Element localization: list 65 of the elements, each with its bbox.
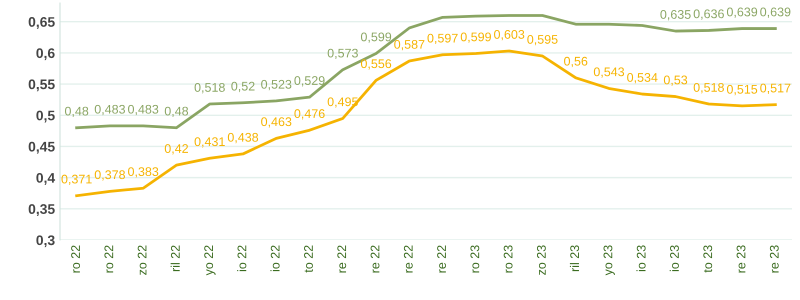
data-label: 0,476 bbox=[294, 109, 325, 120]
data-label: 0,518 bbox=[694, 82, 724, 94]
x-tick-label: ro 23 bbox=[504, 245, 513, 273]
data-label: 0,48 bbox=[64, 106, 88, 118]
data-label: 0,383 bbox=[128, 167, 158, 178]
data-label: 0,438 bbox=[228, 132, 258, 144]
data-label: 0,587 bbox=[394, 40, 424, 50]
data-label: 0,48 bbox=[164, 106, 188, 118]
x-tick-label: re 22 bbox=[404, 245, 413, 273]
data-label: 0,42 bbox=[164, 144, 188, 154]
data-label: 0,523 bbox=[261, 80, 292, 90]
data-label: 0,483 bbox=[128, 104, 158, 116]
data-label: 0,517 bbox=[760, 84, 790, 94]
x-tick-label: ro 23 bbox=[470, 245, 480, 273]
data-label: 0,603 bbox=[494, 30, 524, 40]
x-tick-label: to 23 bbox=[703, 245, 712, 272]
y-tick-label: 0,4 bbox=[36, 172, 56, 185]
x-tick-label: io 22 bbox=[237, 245, 246, 272]
data-label: 0,543 bbox=[594, 67, 624, 78]
data-label: 0,599 bbox=[460, 32, 491, 43]
data-label: 0,378 bbox=[94, 170, 126, 181]
y-tick-label: 0,5 bbox=[36, 110, 55, 122]
x-tick-label: re 22 bbox=[337, 245, 346, 273]
data-label: 0,556 bbox=[360, 59, 392, 70]
data-label: 0,53 bbox=[664, 76, 688, 86]
data-label: 0,483 bbox=[94, 104, 125, 116]
y-tick-label: 0,6 bbox=[36, 48, 55, 60]
y-tick-label: 0,35 bbox=[28, 204, 55, 216]
data-label: 0,371 bbox=[61, 174, 92, 185]
data-label: 0,573 bbox=[328, 48, 358, 60]
data-label: 0,56 bbox=[564, 56, 588, 68]
data-label: 0,636 bbox=[694, 9, 724, 20]
x-tick-label: yo 23 bbox=[604, 245, 615, 276]
data-label: 0,639 bbox=[726, 8, 758, 18]
y-tick-label: 0,45 bbox=[28, 142, 55, 154]
x-tick-label: yo 22 bbox=[204, 245, 216, 276]
x-tick-label: ro 22 bbox=[104, 245, 114, 273]
x-tick-label: ril 23 bbox=[570, 245, 580, 272]
x-tick-label: re 23 bbox=[736, 245, 746, 273]
data-label: 0,52 bbox=[231, 82, 255, 92]
y-tick-label: 0,3 bbox=[36, 235, 55, 248]
x-tick-label: ril 22 bbox=[170, 245, 180, 272]
x-tick-label: re 22 bbox=[370, 245, 380, 273]
x-tick-label: ro 22 bbox=[71, 245, 80, 273]
x-tick-label: zo 22 bbox=[138, 245, 147, 275]
x-tick-label: to 22 bbox=[304, 245, 313, 272]
data-label: 0,534 bbox=[627, 73, 658, 84]
x-tick-label: io 23 bbox=[670, 245, 679, 272]
data-label: 0,599 bbox=[360, 32, 392, 43]
data-label: 0,597 bbox=[427, 34, 458, 44]
data-label: 0,635 bbox=[660, 10, 691, 20]
y-tick-label: 0,55 bbox=[28, 79, 55, 92]
x-tick-label: re 23 bbox=[770, 245, 779, 273]
x-tick-label: io 22 bbox=[270, 245, 280, 272]
y-tick-label: 0,65 bbox=[28, 17, 55, 29]
x-tick-label: zo 23 bbox=[536, 245, 546, 275]
data-label: 0,595 bbox=[527, 34, 558, 46]
data-label: 0,463 bbox=[261, 117, 292, 128]
data-label: 0,529 bbox=[294, 76, 325, 86]
data-label: 0,639 bbox=[760, 8, 790, 18]
data-label: 0,515 bbox=[726, 84, 758, 96]
x-tick-label: io 23 bbox=[636, 245, 646, 272]
data-label: 0,518 bbox=[194, 82, 225, 94]
x-tick-label: re 22 bbox=[437, 245, 446, 273]
data-label: 0,431 bbox=[194, 137, 225, 148]
